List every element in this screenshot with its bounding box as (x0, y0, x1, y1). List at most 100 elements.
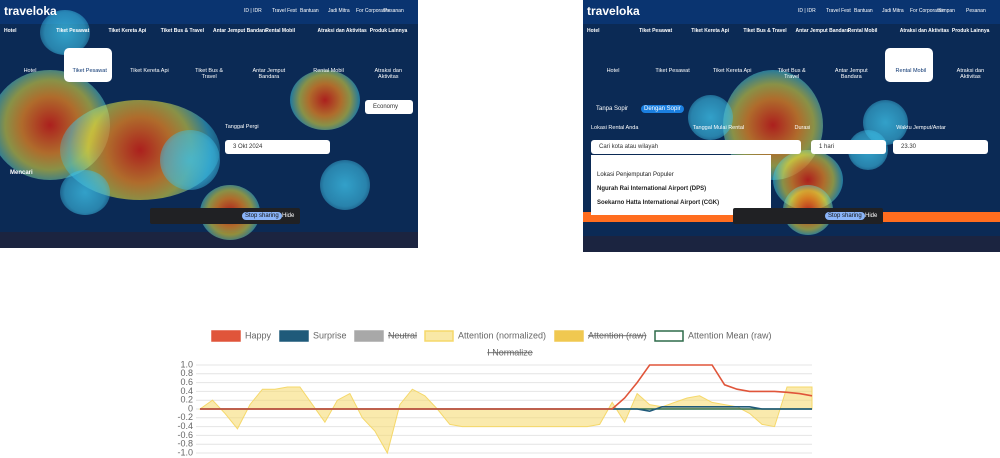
tab-label: Antar Jemput Bandara (834, 68, 868, 80)
tab-label: Tiket Kereta Api (712, 68, 752, 74)
nav-item: Travel Fest (826, 8, 851, 14)
y-tick-label: 0.8 (180, 368, 193, 378)
tab-label: Rental Mobil (895, 68, 927, 74)
input-field[interactable] (811, 140, 886, 154)
menu-item: Tiket Bus & Travel (160, 28, 205, 34)
heat-spot (863, 100, 908, 145)
top-bar (583, 0, 1000, 24)
nav-item: Pesanan (384, 8, 404, 14)
tab-label: Atraksi dan Aktivitas (956, 68, 985, 80)
field-label: Tanggal Mulai Rental (692, 125, 745, 131)
tab-label: Tiket Pesawat (72, 68, 107, 74)
tab-label: Tiket Pesawat (655, 68, 690, 74)
nav-item: For Corporates (356, 8, 390, 14)
hide-button[interactable]: Hide (865, 213, 878, 219)
input-field[interactable] (591, 140, 801, 154)
menu-item: Tiket Kereta Api (108, 28, 147, 34)
heat-spot (0, 70, 110, 180)
menu-item: Antar Jemput Bandara (795, 28, 850, 34)
legend-swatch (279, 330, 309, 342)
logo: traveloka (4, 4, 57, 18)
field-label: Durasi (794, 125, 811, 131)
nav-item: Jadi Mitra (882, 8, 904, 14)
screenshot: traveloka ID | IDR Travel Fest Bantuan Jadi … (583, 0, 1000, 252)
legend-label: Attention (raw) (588, 330, 647, 340)
input-field[interactable] (893, 140, 988, 154)
input-field[interactable] (225, 140, 330, 154)
dropdown-item: Ngurah Rai International Airport (DPS) (597, 186, 707, 192)
heat-spot (60, 170, 110, 215)
legend-label: Neutral (388, 330, 417, 340)
heat-spot (60, 100, 220, 200)
field-value: 1 hari (819, 144, 835, 150)
field-value: Cari kota atau wilayah (599, 144, 659, 150)
field-label: Lokasi Rental Anda (591, 125, 639, 131)
menu-item: Atraksi dan Aktivitas (317, 28, 367, 34)
heat-spot (160, 130, 220, 190)
menu-item: Produk Lainnya (951, 28, 990, 34)
tab-label: Tiket Bus & Travel (195, 68, 224, 80)
hide-button[interactable]: Hide (282, 213, 295, 219)
menu-item: Tiket Bus & Travel (743, 28, 787, 34)
logo: traveloka (587, 4, 640, 18)
y-tick-label: -0.2 (177, 412, 193, 422)
menu-item: Rental Mobil (265, 28, 295, 34)
nav-item: Jadi Mitra (328, 8, 350, 14)
taskbar (583, 236, 1000, 252)
menu-item: Antar Jemput Bandara (213, 28, 267, 34)
heat-spot (290, 70, 360, 130)
legend-swatch (211, 330, 241, 342)
menu-item: Atraksi dan Aktivitas (899, 28, 950, 34)
field-label: Tanggal Pergi (225, 124, 259, 130)
nav-item: Bantuan (854, 8, 873, 14)
share-button[interactable]: Stop sharing (242, 212, 282, 220)
nav-item: ID | IDR (798, 8, 816, 14)
heat-spot (773, 150, 843, 210)
search-label: Mencari (10, 170, 33, 176)
legend-swatch (554, 330, 584, 342)
tab-label: Antar Jemput Bandara (252, 68, 286, 80)
tab-label: Hotel (23, 68, 37, 74)
nav-item: Travel Fest (272, 8, 297, 14)
tab-label: Atraksi dan Aktivitas (374, 68, 403, 80)
input-field[interactable] (365, 100, 413, 114)
legend-swatch (354, 330, 384, 342)
dropdown-item: Lokasi Penjemputan Populer (597, 172, 674, 178)
heat-spot (320, 160, 370, 210)
nav-item: Bantuan (300, 8, 319, 14)
option: Tanpa Sopir (596, 106, 629, 112)
nav-item: Pesanan (966, 8, 986, 14)
legend-swatch (654, 330, 684, 342)
menu-item: Hotel (4, 28, 17, 34)
line (200, 364, 813, 410)
nav-item: Simpan (938, 8, 955, 14)
field-label: Waktu Jemput/Antar (896, 125, 946, 131)
menu-item: Tiket Pesawat (639, 28, 673, 34)
field-value: 23.30 (901, 144, 917, 150)
y-tick-label: -0.4 (177, 421, 193, 431)
menu-item: Hotel (587, 28, 600, 34)
tab-label: Tiket Kereta Api (130, 68, 169, 74)
y-tick-label: -0.6 (177, 430, 193, 440)
legend-label: Attention (normalized) (458, 330, 546, 340)
tab-label: Rental Mobil (313, 68, 344, 74)
legend-label: Surprise (313, 330, 347, 340)
option: Dengan Sopir (641, 105, 684, 113)
menu-item: Tiket Kereta Api (691, 28, 730, 34)
chart: 1.00.80.60.40.20-0.2-0.4-0.6-0.8-1.0 I No… (177, 330, 813, 457)
active-tab[interactable] (63, 48, 112, 82)
field-value: Economy (373, 104, 399, 110)
y-tick-label: 0.4 (180, 386, 193, 396)
active-tab[interactable] (884, 48, 933, 82)
nav-item: For Corporates (910, 8, 944, 14)
share-button[interactable]: Stop sharing (825, 212, 865, 220)
menu-item: Rental Mobil (847, 28, 878, 34)
dropdown-item: Soekarno Hatta International Airport (CG… (597, 200, 720, 206)
y-tick-label: 0.2 (180, 395, 193, 405)
y-tick-label: 0.6 (180, 377, 193, 387)
chart-title: I Normalize (487, 347, 533, 357)
dropdown (591, 155, 771, 215)
heat-spot (688, 95, 733, 140)
legend-swatch (424, 330, 454, 342)
